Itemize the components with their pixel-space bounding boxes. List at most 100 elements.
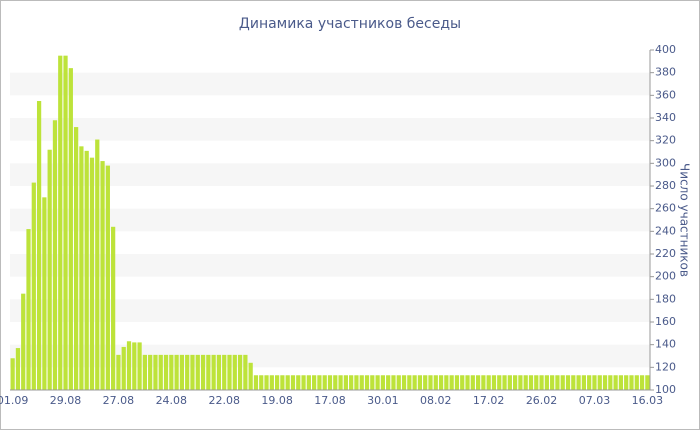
y-tick-label: 260 — [655, 202, 676, 215]
y-tick-label: 340 — [655, 111, 676, 124]
bar — [26, 229, 31, 390]
bar — [513, 375, 518, 390]
bar — [269, 375, 274, 390]
bar — [587, 375, 592, 390]
x-tick-label: 30.01 — [367, 394, 399, 407]
bar — [306, 375, 311, 390]
bar — [42, 197, 47, 390]
bar — [507, 375, 512, 390]
bar — [31, 182, 36, 390]
bar — [576, 375, 581, 390]
bar — [211, 354, 216, 390]
bar — [148, 354, 153, 390]
bar — [396, 375, 401, 390]
bar — [629, 375, 634, 390]
y-tick-label: 300 — [655, 156, 676, 169]
bar — [126, 341, 132, 390]
bar — [47, 149, 52, 390]
bar — [179, 354, 185, 390]
bar — [111, 226, 116, 390]
bar — [634, 375, 639, 390]
bar — [296, 375, 301, 390]
bar — [592, 375, 597, 390]
bar — [36, 101, 42, 390]
bar — [349, 375, 354, 390]
y-tick-label: 280 — [655, 179, 676, 192]
bar — [555, 375, 560, 390]
y-tick-label: 160 — [655, 315, 676, 328]
bar — [460, 375, 465, 390]
x-tick-label: 16.03 — [632, 394, 664, 407]
y-axis-title: Число участников — [678, 163, 692, 277]
y-tick-label: 100 — [655, 383, 676, 396]
bar — [518, 375, 523, 390]
bar — [534, 375, 539, 390]
y-tick-label: 140 — [655, 338, 676, 351]
y-tick-label: 240 — [655, 224, 676, 237]
bar — [52, 120, 58, 391]
y-tick-label: 320 — [655, 134, 676, 147]
bar — [10, 358, 15, 390]
bar — [618, 375, 624, 390]
x-tick-label: 07.03 — [579, 394, 611, 407]
bar — [481, 375, 486, 390]
bar — [227, 354, 232, 390]
y-tick-label: 380 — [655, 66, 676, 79]
bar — [163, 354, 169, 390]
bar — [370, 375, 375, 390]
bar — [95, 139, 100, 390]
grid-band — [10, 72, 650, 96]
bar — [248, 362, 253, 390]
y-tick-label: 400 — [655, 43, 676, 56]
bar — [613, 375, 618, 390]
bar — [274, 375, 280, 390]
chart-title: Динамика участников беседы — [239, 16, 461, 32]
bar — [571, 375, 576, 390]
bar — [602, 375, 608, 390]
bar — [216, 354, 222, 390]
grid-band — [10, 254, 650, 277]
bar — [486, 375, 491, 390]
bar — [105, 165, 110, 390]
y-tick-label: 220 — [655, 247, 676, 260]
bar — [391, 375, 396, 390]
x-tick-label: 19.08 — [261, 394, 293, 407]
bar — [153, 354, 158, 390]
bar — [327, 375, 333, 390]
bar — [375, 375, 380, 390]
y-tick-label: 180 — [655, 292, 676, 305]
bar — [15, 348, 21, 390]
bar — [137, 342, 142, 390]
bar — [285, 375, 290, 390]
bar — [523, 375, 528, 390]
bar — [206, 354, 211, 390]
bar — [475, 375, 481, 390]
bar — [528, 375, 534, 390]
bar — [142, 354, 147, 390]
bar — [343, 375, 348, 390]
bar — [243, 354, 248, 390]
bar — [63, 55, 68, 391]
bar — [449, 375, 454, 390]
bar — [280, 375, 285, 390]
x-tick-label: 29.08 — [50, 394, 82, 407]
bar — [79, 146, 84, 390]
bar — [444, 375, 449, 390]
bar — [312, 375, 317, 390]
y-tick-label: 200 — [655, 270, 676, 283]
bar — [185, 354, 190, 390]
bar — [645, 375, 650, 390]
x-tick-label: 27.08 — [103, 394, 135, 407]
bar — [565, 375, 571, 390]
x-tick-label: 24.08 — [156, 394, 188, 407]
bar — [200, 354, 206, 390]
bar — [21, 293, 26, 390]
grid-band — [10, 163, 650, 186]
bar — [417, 375, 423, 390]
bar — [386, 375, 391, 390]
bar — [433, 375, 438, 390]
bar — [264, 375, 269, 390]
bar — [597, 375, 602, 390]
